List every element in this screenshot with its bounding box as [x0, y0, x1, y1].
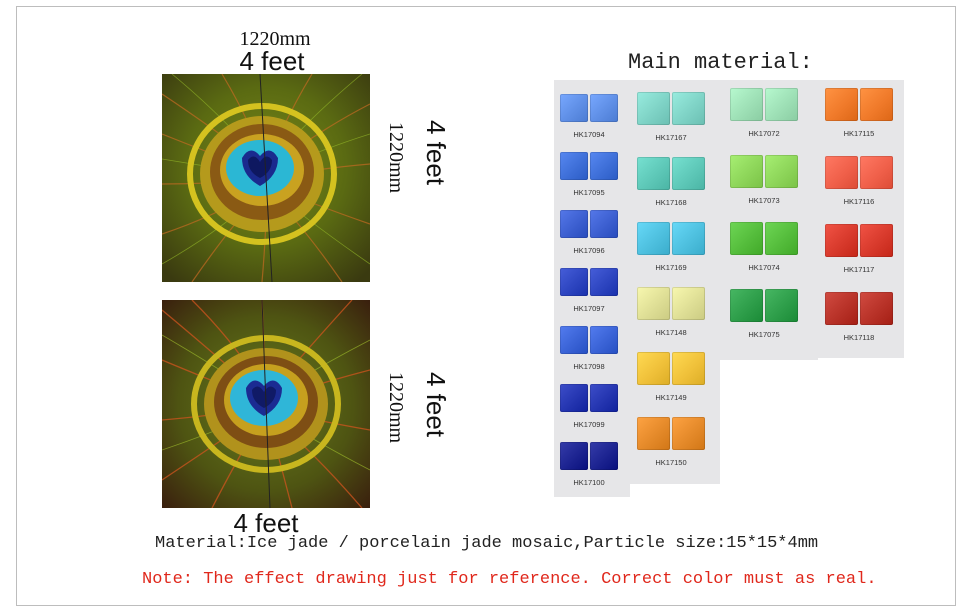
- swatch-code: HK17098: [573, 362, 605, 371]
- swatch-code: HK17074: [748, 263, 780, 272]
- side2-dimension-feet: 4 feet: [421, 372, 451, 438]
- swatch-code: HK17094: [573, 130, 605, 139]
- mosaic-tile: [672, 157, 705, 190]
- swatch-code: HK17097: [573, 304, 605, 313]
- mosaic-tile: [637, 92, 670, 125]
- side2-dimension-mm: 1220mm: [385, 372, 407, 444]
- mosaic-tile: [637, 287, 670, 320]
- peacock-mosaic-bottom: [162, 300, 370, 508]
- top-dimension-mm: 1220mm: [239, 28, 311, 50]
- material-description: Material:Ice jade / porcelain jade mosai…: [155, 534, 819, 553]
- swatch-code: HK17150: [655, 458, 687, 467]
- mosaic-tile: [730, 289, 763, 322]
- swatch-code: HK17072: [748, 129, 780, 138]
- mosaic-tile: [860, 224, 893, 257]
- top-dimension-feet: 4 feet: [239, 46, 305, 76]
- swatch-code: HK17148: [655, 328, 687, 337]
- mosaic-tile: [590, 210, 618, 238]
- mosaic-tile: [560, 384, 588, 412]
- mosaic-tile: [560, 326, 588, 354]
- mosaic-tile: [860, 292, 893, 325]
- side1-dimension-mm: 1220mm: [385, 122, 407, 194]
- mosaic-tile: [672, 352, 705, 385]
- mosaic-tile: [825, 292, 858, 325]
- mosaic-tile: [560, 268, 588, 296]
- mosaic-tile: [590, 442, 618, 470]
- swatch-code: HK17116: [843, 197, 875, 206]
- mosaic-tile: [637, 417, 670, 450]
- swatch-board-col2: [630, 80, 720, 484]
- mosaic-tile: [860, 156, 893, 189]
- mosaic-tile: [672, 417, 705, 450]
- mosaic-tile: [730, 88, 763, 121]
- mosaic-tile: [672, 222, 705, 255]
- mosaic-tile: [560, 94, 588, 122]
- note-text: Note: The effect drawing just for refere…: [142, 570, 877, 589]
- mosaic-tile: [637, 352, 670, 385]
- mosaic-tile: [730, 222, 763, 255]
- mosaic-tile: [825, 156, 858, 189]
- swatch-code: HK17099: [573, 420, 605, 429]
- swatch-code: HK17149: [655, 393, 687, 402]
- mosaic-tile: [637, 157, 670, 190]
- swatch-code: HK17100: [573, 478, 605, 487]
- mosaic-tile: [765, 155, 798, 188]
- mosaic-tile: [825, 224, 858, 257]
- mosaic-tile: [560, 152, 588, 180]
- swatch-code: HK17118: [843, 333, 875, 342]
- swatch-code: HK17075: [748, 330, 780, 339]
- mosaic-tile: [672, 287, 705, 320]
- mosaic-tile: [590, 268, 618, 296]
- swatches-title: Main material:: [628, 50, 813, 75]
- swatch-code: HK17115: [843, 129, 875, 138]
- swatch-code: HK17169: [655, 263, 687, 272]
- swatch-code: HK17168: [655, 198, 687, 207]
- peacock-feather-image: [162, 300, 370, 508]
- bottom-dimension-feet: 4 feet: [233, 508, 299, 538]
- mosaic-tile: [590, 384, 618, 412]
- swatch-code: HK17167: [655, 133, 687, 142]
- mosaic-tile: [672, 92, 705, 125]
- mosaic-tile: [765, 289, 798, 322]
- mosaic-tile: [590, 94, 618, 122]
- mosaic-tile: [765, 222, 798, 255]
- swatch-code: HK17096: [573, 246, 605, 255]
- mosaic-tile: [590, 152, 618, 180]
- mosaic-tile: [560, 210, 588, 238]
- peacock-mosaic-top: [162, 74, 370, 282]
- swatch-code: HK17095: [573, 188, 605, 197]
- mosaic-tile: [637, 222, 670, 255]
- swatch-code: HK17117: [843, 265, 875, 274]
- mosaic-tile: [825, 88, 858, 121]
- mosaic-tile: [560, 442, 588, 470]
- peacock-feather-image: [162, 74, 370, 282]
- mosaic-tile: [860, 88, 893, 121]
- mosaic-tile: [590, 326, 618, 354]
- mosaic-tile: [765, 88, 798, 121]
- swatch-code: HK17073: [748, 196, 780, 205]
- side1-dimension-feet: 4 feet: [421, 120, 451, 186]
- mosaic-tile: [730, 155, 763, 188]
